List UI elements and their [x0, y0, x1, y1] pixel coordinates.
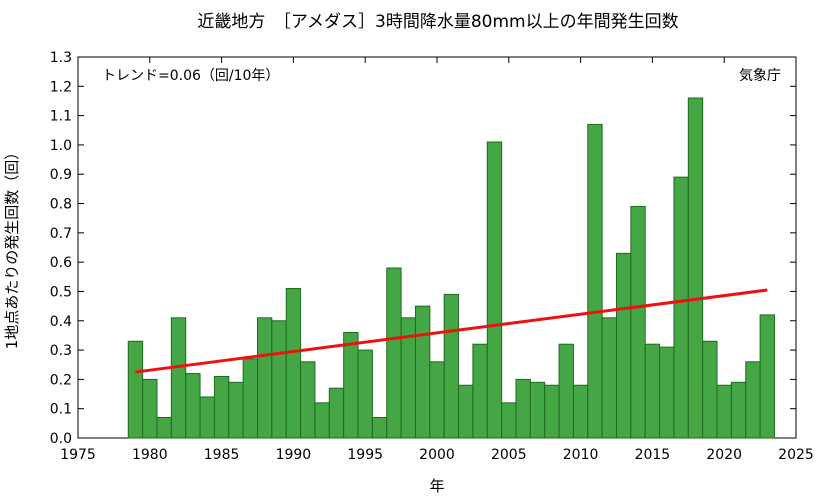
bar-1993	[328, 387, 345, 439]
bar-2013	[616, 252, 632, 439]
bar-2023	[759, 314, 775, 439]
bar-1985	[213, 375, 230, 439]
bar-2000	[429, 361, 445, 439]
x-tick-label: 2025	[778, 447, 814, 463]
x-tick-label: 2015	[635, 447, 671, 463]
bar-1992	[314, 402, 330, 439]
x-tick-label: 1990	[276, 447, 312, 463]
bar-2004	[486, 141, 503, 439]
bar-1996	[371, 416, 388, 439]
y-axis-ticks: 0.0 0.1 0.2 0.3 0.4 0.5 0.6 0.7 0.8 0.9 1.0 1.1 1.2 1…	[50, 50, 796, 447]
bar-1987	[242, 358, 258, 439]
bar-2021	[730, 381, 747, 439]
bar-2015	[644, 343, 661, 439]
bar-1989	[271, 320, 287, 439]
x-axis-ticks: 1975 1980 1985 1990 1995 2000 2005 2010 2015 2020…	[60, 57, 814, 463]
bar-1981	[156, 416, 172, 439]
bars-group	[127, 97, 775, 439]
bar-1986	[228, 381, 244, 439]
bar-1984	[199, 396, 215, 439]
bar-1994	[343, 331, 359, 439]
bar-1997	[386, 267, 402, 439]
y-tick-label: 1.1	[50, 109, 72, 125]
bar-2009	[558, 343, 574, 439]
y-tick-label: 0.7	[50, 226, 72, 242]
bar-1979	[127, 340, 144, 439]
y-tick-label: 0.4	[50, 314, 72, 330]
bar-1980	[142, 378, 158, 439]
x-tick-label: 2000	[419, 447, 455, 463]
bar-2014	[630, 205, 646, 439]
y-tick-label: 0.3	[50, 343, 72, 359]
trend-group	[135, 288, 768, 374]
bar-1983	[185, 373, 201, 439]
x-tick-label: 2010	[563, 447, 599, 463]
bar-2022	[745, 361, 761, 439]
x-axis-label: 年	[429, 477, 444, 495]
x-tick-label: 2005	[491, 447, 527, 463]
x-tick-label: 1980	[132, 447, 168, 463]
chart-title: 近畿地方 ［アメダス］3時間降水量80mm以上の年間発生回数	[197, 12, 678, 32]
bar-1982	[170, 317, 187, 439]
y-tick-label: 0.9	[50, 167, 72, 183]
bar-1990	[285, 288, 302, 439]
bar-1988	[257, 317, 273, 439]
trend-label: トレンド=0.06（回/10年）	[102, 68, 279, 84]
bar-2002	[458, 384, 474, 439]
x-tick-label: 2020	[706, 447, 742, 463]
y-tick-label: 1.2	[50, 79, 72, 95]
bar-2012	[601, 317, 618, 439]
y-tick-label: 1.3	[50, 50, 72, 66]
bar-2016	[659, 346, 675, 439]
y-tick-label: 0.8	[50, 197, 72, 213]
bar-2005	[501, 402, 517, 439]
bar-2008	[544, 384, 560, 439]
bar-2018	[687, 97, 704, 439]
bar-2010	[572, 384, 589, 439]
source-label: 気象庁	[739, 68, 781, 84]
bar-1999	[414, 305, 431, 439]
bar-1995	[357, 349, 373, 439]
y-tick-label: 0.2	[50, 372, 72, 388]
x-tick-label: 1985	[204, 447, 240, 463]
bar-2007	[529, 381, 546, 439]
trend-line	[135, 288, 768, 374]
bar-2020	[716, 384, 732, 439]
x-tick-label: 1995	[347, 447, 383, 463]
bar-2006	[515, 378, 531, 439]
bar-2019	[702, 340, 718, 439]
bar-2001	[443, 293, 460, 439]
x-tick-label: 1975	[60, 447, 96, 463]
bar-2017	[673, 176, 689, 439]
bar-1991	[300, 361, 316, 439]
bar-2003	[472, 343, 488, 439]
y-tick-label: 0.6	[50, 255, 72, 271]
y-tick-label: 0.1	[50, 402, 72, 418]
y-tick-label: 0.5	[50, 284, 72, 300]
y-tick-label: 0.0	[50, 431, 72, 447]
bar-2011	[587, 123, 603, 439]
y-tick-label: 1.0	[50, 138, 72, 154]
y-axis-label: 1地点あたりの発生回数（回）	[3, 145, 21, 350]
